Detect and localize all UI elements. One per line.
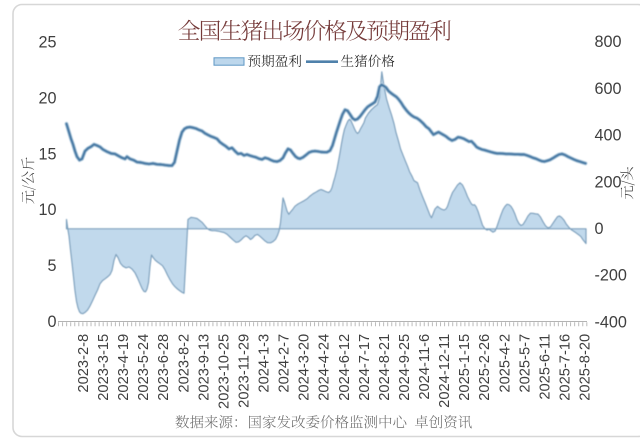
svg-text:2023-3-15: 2023-3-15 <box>96 334 112 401</box>
svg-text:2023-8-2: 2023-8-2 <box>176 334 192 393</box>
svg-text:200: 200 <box>595 173 622 191</box>
svg-text:2025-7-16: 2025-7-16 <box>557 334 573 401</box>
svg-text:2023-5-24: 2023-5-24 <box>136 334 152 401</box>
svg-text:10: 10 <box>38 201 56 219</box>
svg-text:2024-7-17: 2024-7-17 <box>357 334 373 401</box>
svg-text:-200: -200 <box>595 267 627 285</box>
svg-text:2025-5-7: 2025-5-7 <box>517 334 533 393</box>
svg-text:600: 600 <box>595 80 622 98</box>
svg-text:2025-6-11: 2025-6-11 <box>537 334 553 400</box>
svg-text:400: 400 <box>595 127 622 145</box>
svg-text:25: 25 <box>38 34 56 52</box>
svg-text:0: 0 <box>595 220 604 238</box>
svg-text:2023-2-8: 2023-2-8 <box>76 334 92 393</box>
svg-text:2024-1-3: 2024-1-3 <box>257 334 273 393</box>
svg-text:5: 5 <box>47 257 56 275</box>
svg-text:2025-1-15: 2025-1-15 <box>457 334 473 401</box>
svg-text:2024-2-7: 2024-2-7 <box>277 334 293 393</box>
svg-text:2024-6-12: 2024-6-12 <box>337 334 353 401</box>
svg-text:2023-9-13: 2023-9-13 <box>196 334 212 401</box>
svg-text:2023-10-25: 2023-10-25 <box>216 334 232 409</box>
svg-text:800: 800 <box>595 33 622 51</box>
svg-text:2024-11-6: 2024-11-6 <box>417 334 433 400</box>
svg-text:2025-2-26: 2025-2-26 <box>477 334 493 401</box>
svg-text:0: 0 <box>47 313 56 331</box>
svg-text:2023-6-28: 2023-6-28 <box>156 334 172 401</box>
svg-text:2025-4-2: 2025-4-2 <box>497 334 513 393</box>
svg-text:2023-4-19: 2023-4-19 <box>116 334 132 401</box>
svg-text:2023-11-29: 2023-11-29 <box>237 334 253 408</box>
svg-text:15: 15 <box>38 145 56 163</box>
svg-text:20: 20 <box>38 90 56 108</box>
svg-text:2025-8-20: 2025-8-20 <box>578 334 594 401</box>
svg-text:-400: -400 <box>595 313 627 331</box>
svg-text:2024-12-11: 2024-12-11 <box>437 334 453 408</box>
svg-text:2024-8-21: 2024-8-21 <box>377 334 393 401</box>
svg-text:2024-3-20: 2024-3-20 <box>297 334 313 401</box>
svg-text:2024-4-24: 2024-4-24 <box>317 334 333 401</box>
svg-text:2024-9-25: 2024-9-25 <box>397 334 413 401</box>
